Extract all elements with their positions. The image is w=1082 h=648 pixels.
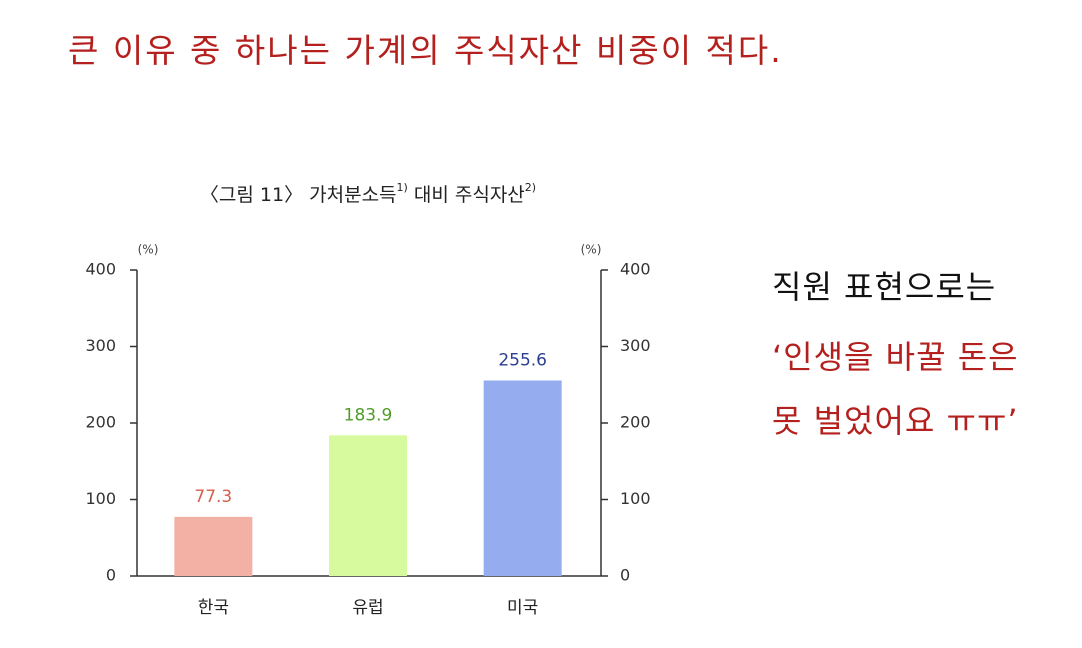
heading: 큰 이유 중 하나는 가계의 주식자산 비중이 적다. (68, 31, 783, 70)
bar (174, 516, 253, 576)
y2-tick-label: 100 (620, 489, 651, 508)
y2-tick-label: 0 (620, 566, 630, 585)
y2-tick-label: 200 (620, 413, 651, 432)
y-tick-label: 400 (85, 260, 116, 279)
title-part: 〈그림 11〉 가처분소득 (200, 184, 397, 206)
y-unit: (%) (138, 243, 159, 257)
value-label: 255.6 (498, 350, 547, 370)
title-part: 대비 주식자산 (408, 184, 525, 206)
side-text: 직원 표현으로는 (772, 268, 997, 306)
side-text: ‘인생을 바꿀 돈은 (772, 338, 1019, 376)
y-tick-label: 300 (85, 336, 116, 355)
title-superscript: 1) (397, 181, 408, 194)
y2-tick-label: 300 (620, 336, 651, 355)
y2-tick-label: 400 (620, 260, 651, 279)
x-tick-label: 미국 (507, 598, 538, 618)
y-tick-label: 200 (85, 413, 116, 432)
bar (329, 435, 407, 576)
y2-unit: (%) (581, 243, 602, 257)
x-tick-label: 한국 (198, 598, 229, 618)
chart-title: 〈그림 11〉 가처분소득1) 대비 주식자산2) (200, 181, 536, 206)
y-tick-label: 0 (106, 566, 116, 585)
title-superscript: 2) (525, 181, 536, 194)
y-tick-label: 100 (85, 489, 116, 508)
x-tick-label: 유럽 (352, 598, 383, 618)
bar (483, 380, 562, 576)
value-label: 77.3 (194, 487, 232, 507)
side-text: 못 벌었어요 ㅠㅠ’ (772, 402, 1019, 440)
value-label: 183.9 (344, 405, 393, 425)
